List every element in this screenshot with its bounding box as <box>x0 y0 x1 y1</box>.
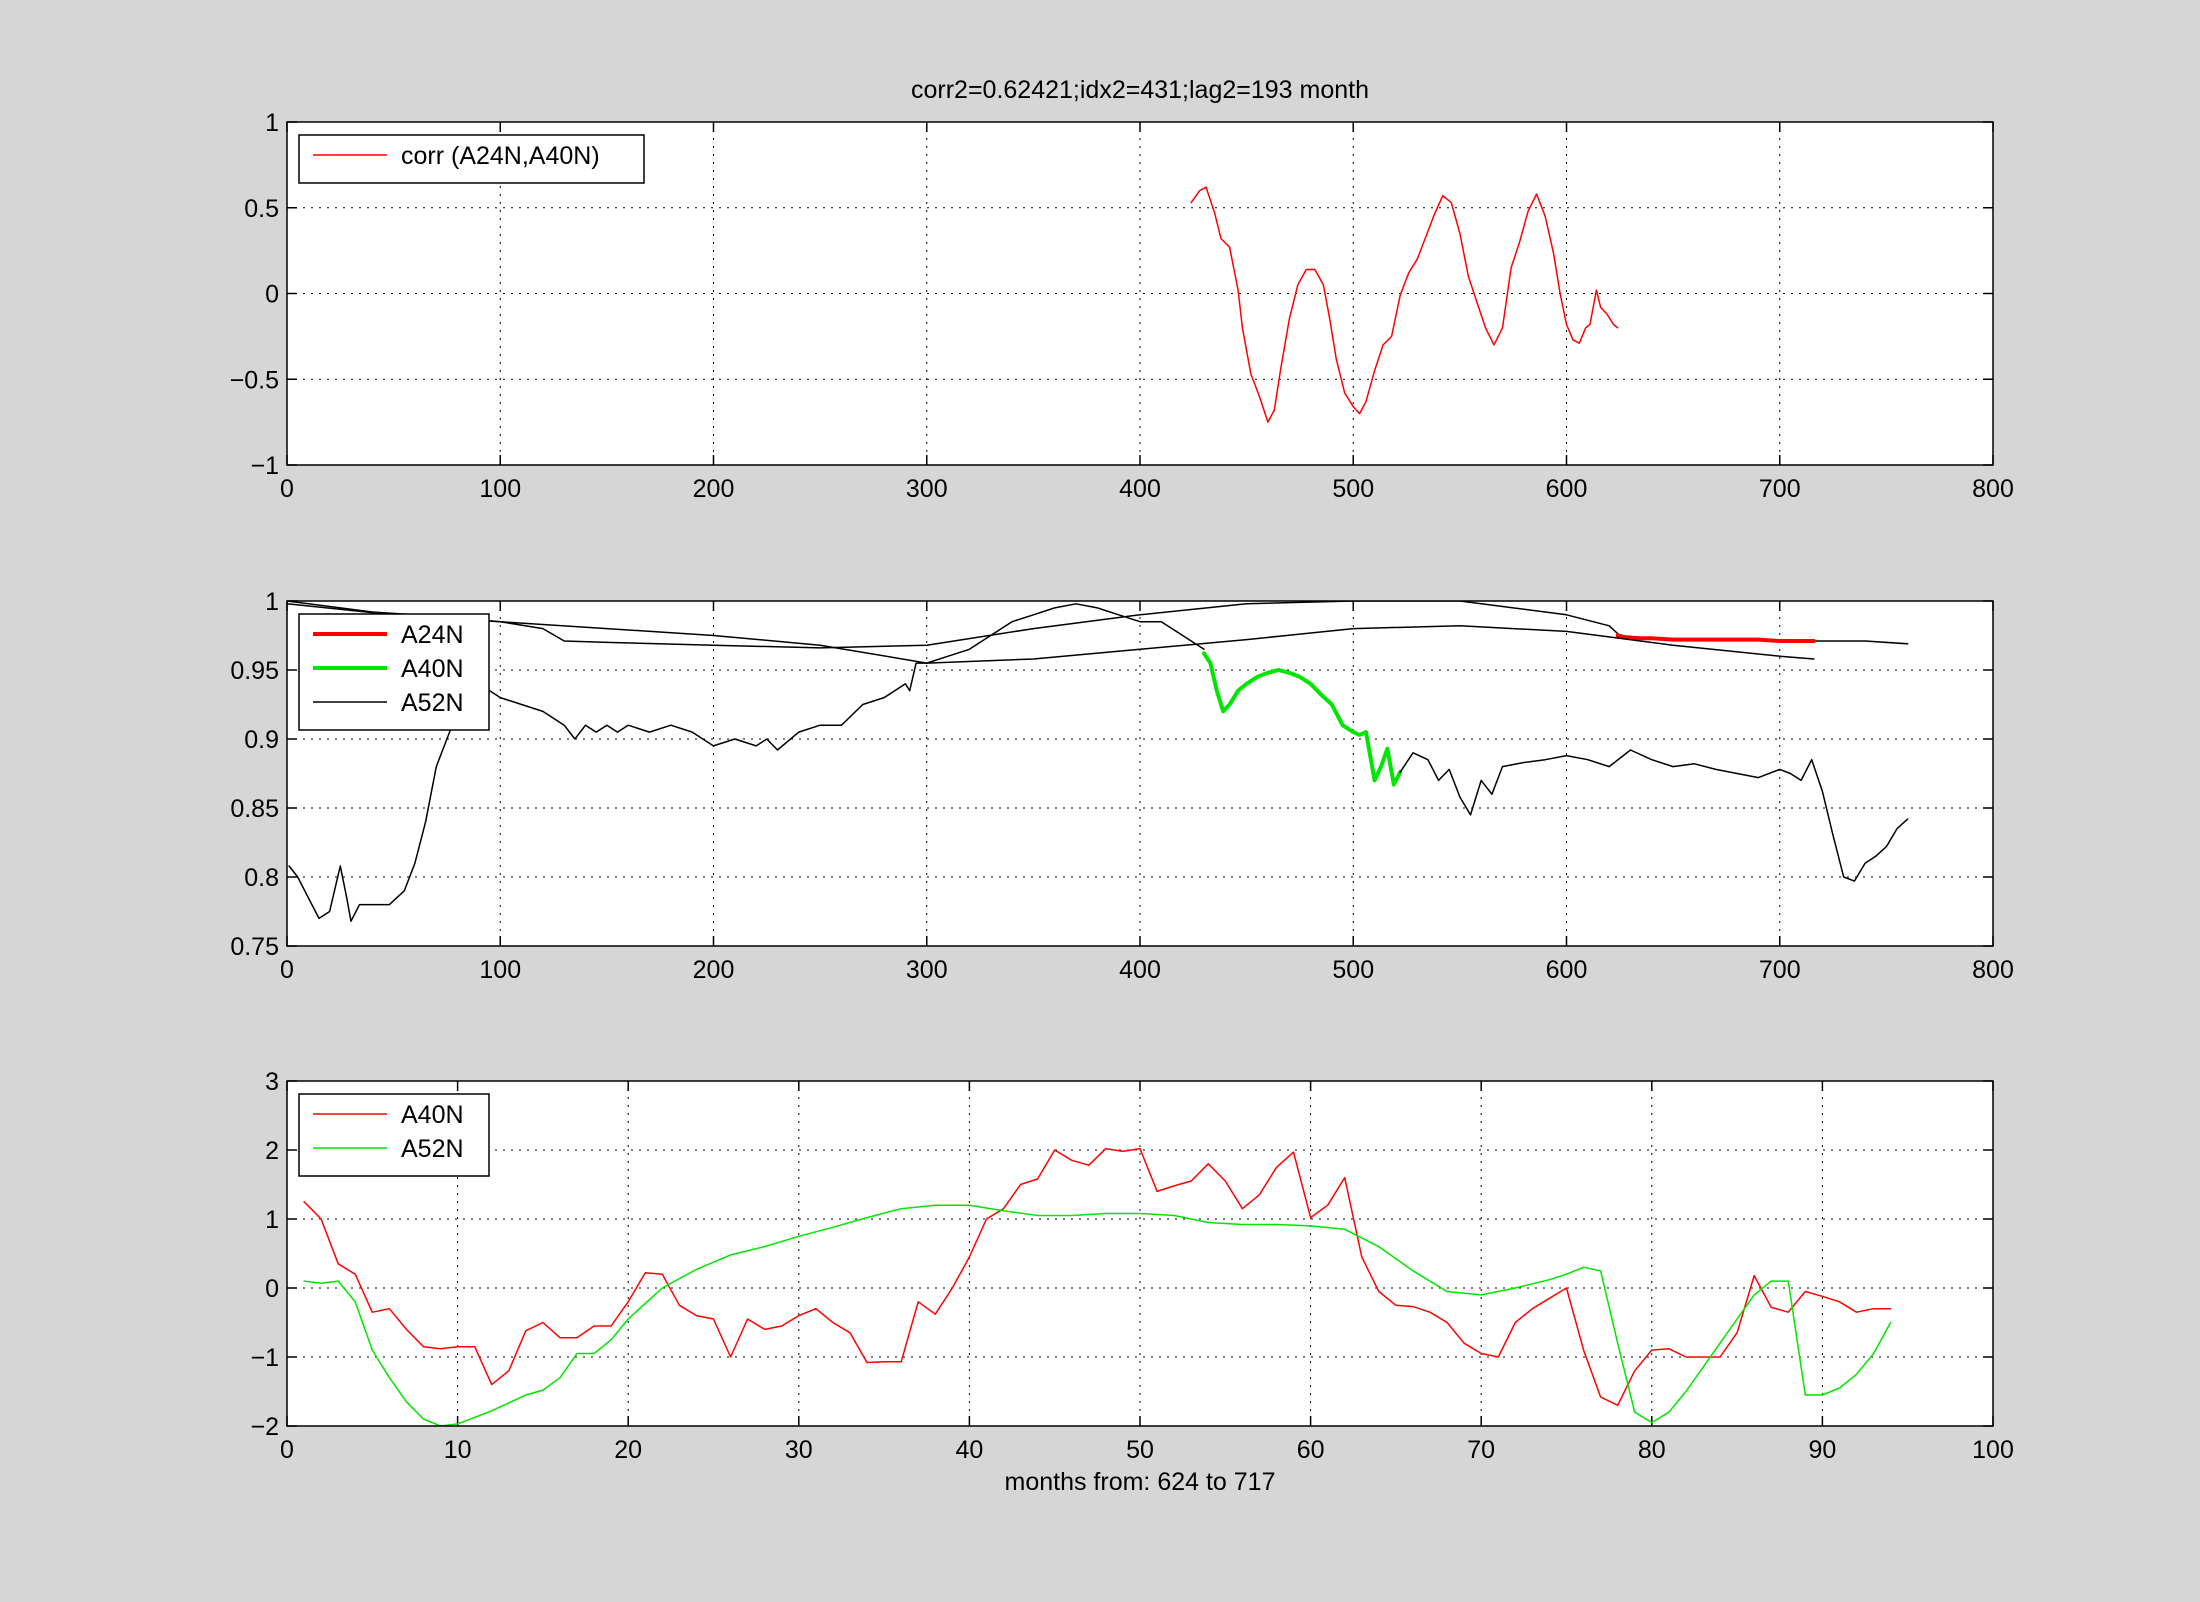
correlation-xtick-label: 300 <box>906 475 948 503</box>
anomalies-ytick-label: 1 <box>265 1206 279 1234</box>
correlation-xtick-label: 0 <box>280 475 294 503</box>
anomalies-legend-label-a40n: A40N <box>401 1101 464 1129</box>
correlation-ytick-label: −1 <box>250 452 279 480</box>
correlation-series-corr-a24n-a40n <box>1190 186 1619 423</box>
anomalies-legend-box <box>298 1093 490 1177</box>
panel-anomalies-xlabel: months from: 624 to 717 <box>1005 1468 1276 1496</box>
anomalies-plot-area <box>287 1081 1993 1426</box>
anomalies-ytick-label: 2 <box>265 1137 279 1165</box>
indices-ytick-label: 0.8 <box>244 864 279 892</box>
indices-xtick-label: 300 <box>906 956 948 984</box>
panel-correlation-title: corr2=0.62421;idx2=431;lag2=193 month <box>911 76 1369 104</box>
indices-series-a52n <box>288 603 1205 922</box>
indices-series-a40n <box>1202 651 1403 787</box>
correlation-xtick-label: 100 <box>479 475 521 503</box>
correlation-ytick-label: 1 <box>265 109 279 137</box>
correlation-xtick-label: 600 <box>1546 475 1588 503</box>
panel-indices: 0 100 200 300 400 500 600 700 800 0.75 0.8 0.85 0.9 0… <box>230 588 2014 984</box>
correlation-xtick-label: 200 <box>693 475 735 503</box>
anomalies-xtick-label: 90 <box>1808 1436 1836 1464</box>
correlation-series-group <box>1190 186 1619 423</box>
correlation-legend-label-corr-a24n-a40n: corr (A24N,A40N) <box>401 142 600 170</box>
indices-legend-label-a40n: A40N <box>401 655 464 683</box>
anomalies-ytick-label: −1 <box>250 1344 279 1372</box>
indices-xtick-label: 0 <box>280 956 294 984</box>
anomalies-ytick-label: 0 <box>265 1275 279 1303</box>
correlation-xtick-label: 500 <box>1332 475 1374 503</box>
indices-ytick-label: 0.95 <box>230 657 279 685</box>
indices-xtick-label: 200 <box>693 956 735 984</box>
indices-xtick-label: 700 <box>1759 956 1801 984</box>
indices-series-unlabeled-5 <box>287 603 1815 664</box>
anomalies-xtick-label: 0 <box>280 1436 294 1464</box>
correlation-legend-box <box>298 134 645 184</box>
indices-legend-label-a24n: A24N <box>401 621 464 649</box>
anomalies-legend: A40N A52N <box>298 1093 490 1177</box>
anomalies-xtick-label: 40 <box>955 1436 983 1464</box>
indices-xtick-label: 100 <box>479 956 521 984</box>
indices-xtick-label: 800 <box>1972 956 2014 984</box>
indices-ytick-label: 0.75 <box>230 933 279 961</box>
indices-legend: A24N A40N A52N <box>298 613 490 731</box>
correlation-axes-frame <box>286 121 1994 466</box>
anomalies-xtick-label: 100 <box>1972 1436 2014 1464</box>
panel-anomalies: months from: 624 to 717 0 10 20 30 40 50 60 70 8… <box>250 1068 2013 1496</box>
anomalies-xtick-label: 50 <box>1126 1436 1154 1464</box>
correlation-xtick-label: 400 <box>1119 475 1161 503</box>
indices-series-unlabeled-2 <box>1399 749 1909 882</box>
indices-xtick-label: 500 <box>1332 956 1374 984</box>
correlation-ytick-label: 0.5 <box>244 195 279 223</box>
anomalies-ytick-label: −2 <box>250 1413 279 1441</box>
anomalies-xtick-label: 80 <box>1638 1436 1666 1464</box>
correlation-xtick-label: 800 <box>1972 475 2014 503</box>
indices-xtick-label: 400 <box>1119 956 1161 984</box>
correlation-ytick-label: −0.5 <box>230 366 279 394</box>
indices-xtick-label: 600 <box>1546 956 1588 984</box>
correlation-xtick-label: 700 <box>1759 475 1801 503</box>
correlation-legend: corr (A24N,A40N) <box>298 134 645 184</box>
indices-ytick-label: 1 <box>265 588 279 616</box>
anomalies-xtick-label: 30 <box>785 1436 813 1464</box>
indices-series-a24n <box>1615 633 1816 643</box>
anomalies-legend-label-a52n: A52N <box>401 1135 464 1163</box>
anomalies-xtick-label: 20 <box>614 1436 642 1464</box>
anomalies-series-group <box>303 1147 1892 1426</box>
anomalies-series-a40n <box>303 1147 1892 1407</box>
correlation-ytick-label: 0 <box>265 281 279 309</box>
indices-ytick-label: 0.85 <box>230 795 279 823</box>
indices-axes-frame <box>286 600 1994 947</box>
anomalies-series-a52n <box>303 1204 1892 1426</box>
panel-correlation: corr2=0.62421;idx2=431;lag2=193 month 0 1… <box>230 76 2014 503</box>
anomalies-xtick-label: 60 <box>1297 1436 1325 1464</box>
anomalies-xtick-label: 70 <box>1467 1436 1495 1464</box>
anomalies-axes-frame <box>286 1080 1994 1427</box>
indices-legend-label-a52n: A52N <box>401 689 464 717</box>
indices-ytick-label: 0.9 <box>244 726 279 754</box>
anomalies-ytick-label: 3 <box>265 1068 279 1096</box>
anomalies-xtick-label: 10 <box>444 1436 472 1464</box>
